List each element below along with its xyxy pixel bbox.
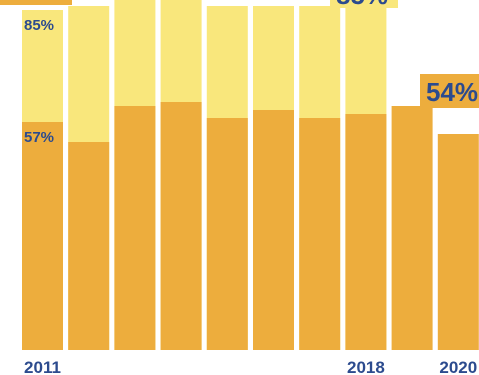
x-tick-label-2018: 2018 — [347, 358, 385, 375]
legend-swatch-cropped — [0, 0, 72, 5]
data-label-2011-series-2: 57% — [24, 129, 54, 146]
data-label-box — [420, 74, 479, 108]
data-label-box — [330, 0, 398, 8]
bar-2017-series-2 — [299, 118, 341, 350]
bar-2020-series-2 — [437, 134, 479, 350]
data-label-2020-series-2: 54% — [420, 74, 479, 108]
data-label-text: 85% — [336, 0, 388, 10]
data-label-2011-series-1: 85% — [24, 17, 54, 34]
bar-2018-series-2 — [345, 114, 387, 350]
bar-2011-series-2 — [22, 122, 63, 350]
data-label-2018-series-1: 85% — [330, 0, 398, 10]
bar-2013-series-2 — [114, 106, 156, 350]
x-tick-label-2011: 2011 — [24, 358, 61, 375]
bar-2012-series-2 — [68, 142, 110, 350]
bar-2016-series-2 — [253, 110, 294, 350]
x-tick-label-2020: 2020 — [439, 358, 477, 375]
bar-2019-series-2 — [391, 106, 433, 350]
bar-2014-series-2 — [160, 102, 202, 350]
data-label-text: 54% — [426, 77, 478, 107]
bar-2015-series-2 — [206, 118, 248, 350]
